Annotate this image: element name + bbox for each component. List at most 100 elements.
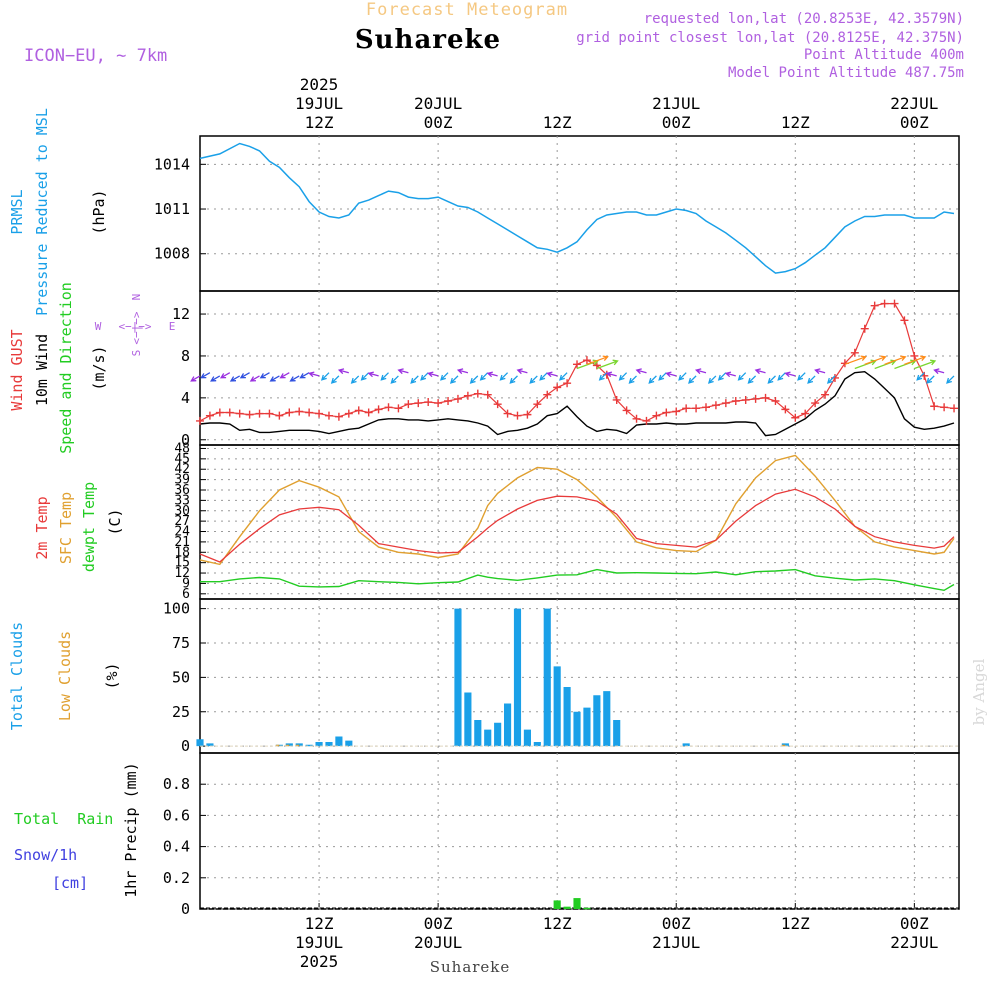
gust-marker <box>215 408 224 417</box>
wind-unit: (m/s) <box>90 345 108 390</box>
wind-direction-arrow <box>390 375 399 384</box>
wind-direction-arrow <box>229 375 241 382</box>
wind-y-ticks: 0 4 8 12 <box>172 305 206 449</box>
gust-marker <box>702 403 710 412</box>
total-cloud-bar <box>345 740 353 747</box>
wind-direction-arrow <box>529 375 538 384</box>
wind-direction-arrow <box>586 355 609 365</box>
low-cloud-bar <box>275 744 280 747</box>
wind-direction-arrow <box>884 355 907 365</box>
wind-direction-arrow <box>605 371 617 378</box>
wind-direction-arrow <box>546 371 558 378</box>
wind-direction-arrow <box>658 372 667 381</box>
gust-marker <box>453 394 462 403</box>
gust-marker <box>811 399 820 408</box>
wind-direction-arrow <box>380 372 389 381</box>
wind-direction-arrow <box>635 368 647 375</box>
wind-direction-arrow <box>210 375 221 382</box>
clouds-unit: (%) <box>103 662 121 689</box>
gust-marker <box>324 411 333 420</box>
temperature-series <box>199 454 955 592</box>
bottom-time-label: 00Z <box>900 914 929 933</box>
total-cloud-bar <box>553 666 561 747</box>
compass-east: E <box>169 320 176 333</box>
wind-direction-arrow <box>330 375 340 384</box>
wind-direction-arrow <box>456 368 469 375</box>
gust-marker <box>940 403 949 412</box>
wind-direction-arrow <box>694 368 707 375</box>
total-cloud-bar <box>613 720 621 747</box>
sfc-temp-line <box>199 454 955 566</box>
gust-marker <box>513 411 522 420</box>
wind-direction-arrow <box>767 375 776 384</box>
bottom-time-label: 12Z <box>781 914 810 933</box>
gust-marker <box>483 390 492 399</box>
total-cloud-bar <box>593 695 601 747</box>
model-altitude: Model Point Altitude 487.75m <box>728 65 964 81</box>
gust-marker <box>315 409 324 418</box>
wind-direction-arrow <box>844 355 867 365</box>
gust-marker <box>305 408 314 417</box>
wind-direction-arrow <box>916 372 925 381</box>
compass-ns-arrow: <−|−> <box>130 311 143 344</box>
y-tick-label: 0 <box>181 737 190 755</box>
top-time-label: 00Z <box>662 113 691 132</box>
gust-marker <box>890 299 899 308</box>
gust-marker <box>543 390 552 399</box>
wind-direction-arrow <box>320 372 330 381</box>
y-tick-label: 27 <box>174 514 190 529</box>
total-cloud-bar <box>543 608 551 747</box>
gust-marker <box>880 299 889 308</box>
wind-direction-arrow <box>337 368 349 375</box>
total-cloud-bar <box>315 742 323 747</box>
total-cloud-bar <box>484 729 492 747</box>
gust-marker <box>473 389 482 398</box>
y-tick-label: 6 <box>182 587 190 602</box>
wind-10m-label: 10m Wind <box>33 334 51 406</box>
top-time-label: 12Z <box>305 113 334 132</box>
gust-marker <box>553 383 562 392</box>
wind-direction-arrow <box>688 375 697 384</box>
gust-marker <box>711 401 720 410</box>
gust-marker <box>265 409 274 418</box>
total-cloud-bar <box>196 739 204 747</box>
pressure-panel: 1008 1011 1014 PRMSL Pressure Reduced to M… <box>8 108 960 316</box>
wind-grid <box>200 291 959 445</box>
y-tick-label: 9 <box>182 576 190 591</box>
pressure-grid <box>200 136 959 291</box>
wind-direction-arrow <box>509 375 518 384</box>
wind-direction-arrow <box>628 375 637 384</box>
wind-speed-line <box>199 370 955 437</box>
wind-direction-arrow <box>397 368 409 375</box>
wind-direction-arrow <box>648 375 657 384</box>
gust-marker <box>344 409 353 418</box>
gust-marker <box>900 316 909 325</box>
precip-grid <box>200 753 959 910</box>
rain-bar <box>573 898 581 909</box>
wind-direction-arrow <box>360 372 370 381</box>
y-tick-label: 100 <box>163 600 190 618</box>
precip-panel: 0 0.2 0.4 0.6 0.8 Total Rain Snow/1h [cm] 1h… <box>14 752 960 918</box>
y-tick-label: 0 <box>181 900 190 918</box>
wind-direction-arrow <box>350 375 360 384</box>
requested-coords: requested lon,lat (20.8253E, 42.3579N) <box>644 11 964 27</box>
wind-direction-arrow <box>864 355 887 365</box>
gust-marker <box>662 408 671 417</box>
clouds-y-ticks: 0 25 50 75 100 <box>163 600 206 755</box>
y-tick-label: 45 <box>174 452 190 467</box>
point-altitude: Point Altitude 400m <box>804 47 964 63</box>
y-tick-label: 36 <box>174 483 190 498</box>
gust-marker <box>632 414 641 423</box>
y-tick-label: 8 <box>181 347 190 365</box>
gust-marker <box>493 400 502 409</box>
gust-marker <box>781 405 790 414</box>
gust-marker <box>791 413 800 422</box>
temp-unit: (C) <box>106 508 124 535</box>
gust-marker <box>801 409 810 418</box>
pressure-msl-label: Pressure Reduced to MSL <box>33 108 51 316</box>
gust-marker <box>444 397 453 405</box>
gust-marker <box>424 398 433 407</box>
y-tick-label: 18 <box>174 545 190 560</box>
